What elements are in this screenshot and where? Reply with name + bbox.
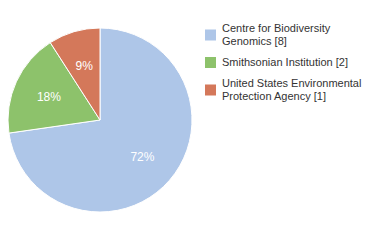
data-labels: 72% 18% 9%	[37, 59, 155, 164]
legend-label: United States EnvironmentalProtection Ag…	[222, 77, 361, 102]
legend-label: Smithsonian Institution [2]	[222, 56, 348, 68]
legend-swatch	[205, 30, 216, 41]
legend-swatch	[205, 57, 216, 68]
pie-slices	[8, 28, 192, 212]
chart-container: 72% 18% 9% Centre for BiodiversityGenomics …	[0, 0, 380, 240]
chart-svg: 72% 18% 9% Centre for BiodiversityGenomics …	[0, 0, 380, 240]
legend-swatch	[205, 85, 216, 96]
legend: Centre for BiodiversityGenomics [8] Smith…	[205, 22, 361, 102]
legend-label: Centre for BiodiversityGenomics [8]	[222, 22, 331, 47]
pie-slice	[50, 28, 100, 120]
data-label: 72%	[130, 150, 154, 164]
data-label: 18%	[37, 90, 61, 104]
data-label: 9%	[76, 59, 94, 73]
pie-slice	[9, 28, 192, 212]
